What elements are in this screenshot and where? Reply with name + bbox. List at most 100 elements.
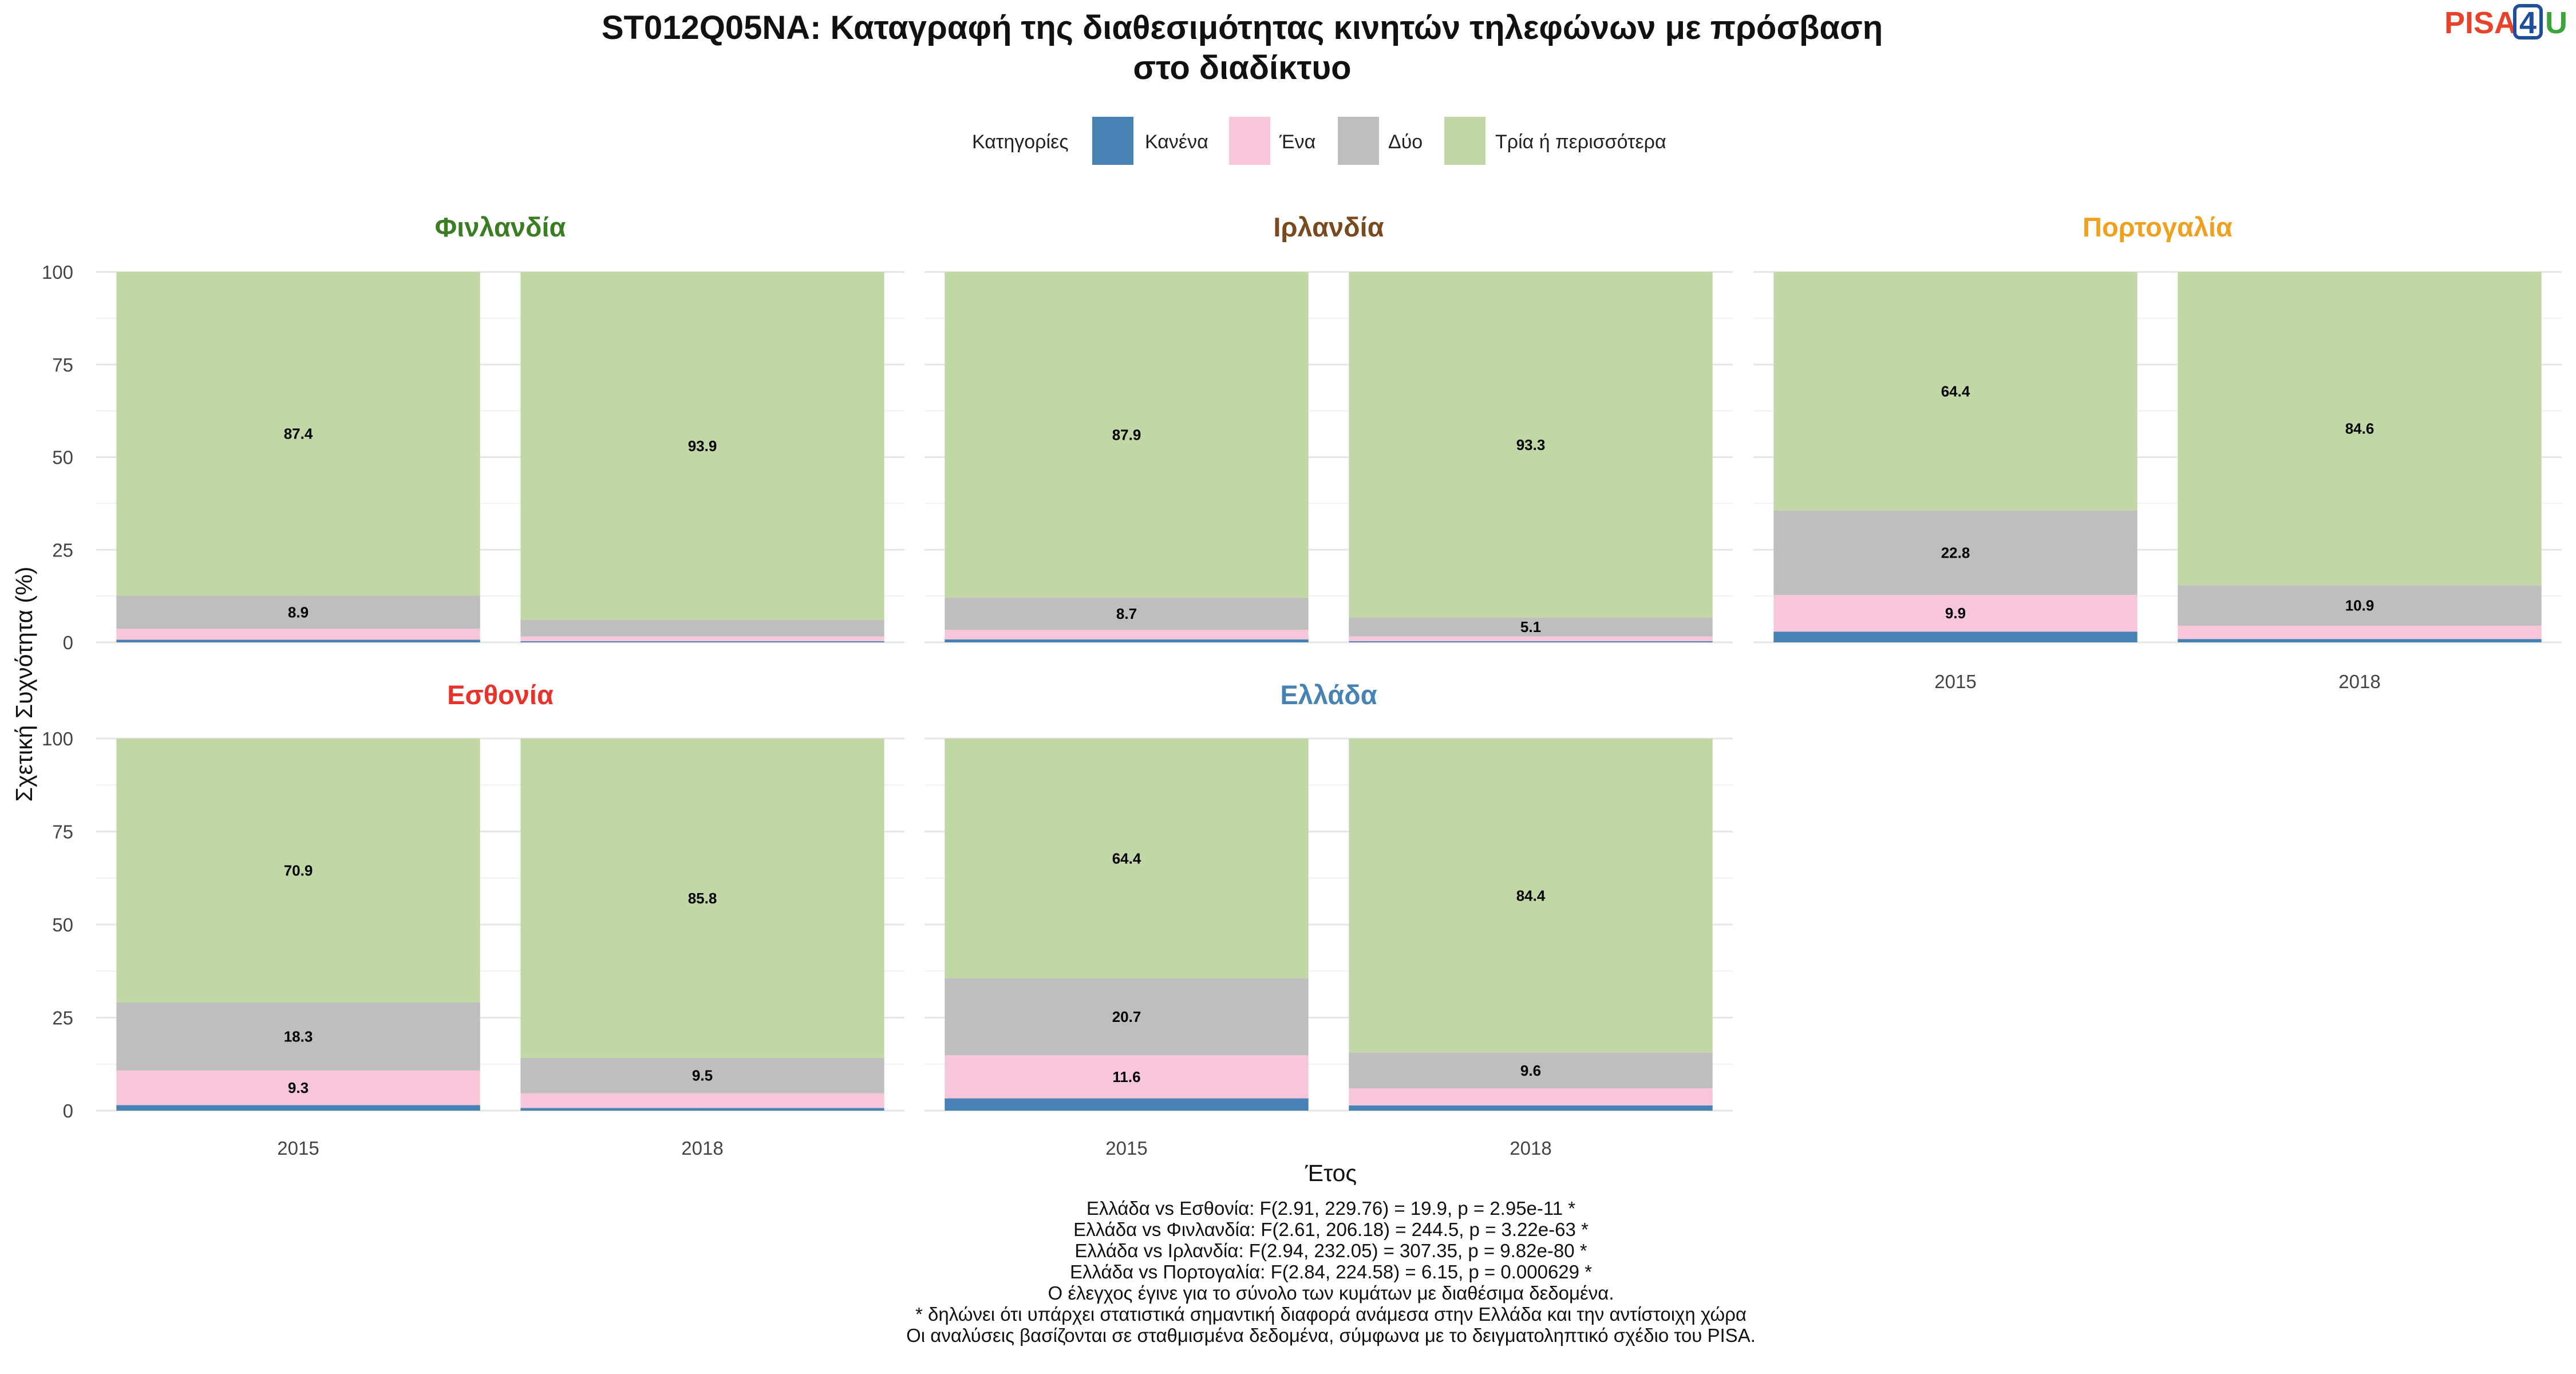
- legend-key-3: [1444, 117, 1485, 165]
- y-axis-title: Σχετική Συχνότητα (%): [11, 567, 37, 802]
- logo-digit: 4: [2519, 6, 2537, 40]
- bar-segment-2015-0: [116, 639, 480, 642]
- bar-segment-2015-0: [945, 1098, 1309, 1111]
- data-label: 20.7: [1112, 1008, 1141, 1025]
- caption-note-4: Ο έλεγχος έγινε για το σύνολο των κυμάτω…: [1048, 1282, 1614, 1304]
- bar-segment-2015-0: [945, 639, 1309, 642]
- y-tick-label: 0: [63, 1100, 73, 1122]
- facet-title: Εσθονία: [447, 680, 554, 710]
- x-axis-title: Έτος: [1305, 1160, 1357, 1186]
- bar-segment-2015-3: [1773, 272, 2138, 511]
- data-label: 18.3: [284, 1028, 313, 1045]
- bar-segment-2015-3: [116, 272, 480, 596]
- bar-segment-2018-0: [520, 641, 884, 642]
- caption-note-6: Οι αναλύσεις βασίζονται σε σταθμισμένα δ…: [906, 1325, 1756, 1346]
- bar-segment-2015-1: [945, 630, 1309, 639]
- bar-segment-2015-0: [116, 1105, 480, 1111]
- logo-digit-box: [2513, 4, 2543, 40]
- data-label: 70.9: [284, 862, 313, 879]
- pisa4u-logo: PISA 4 U: [2444, 4, 2567, 40]
- caption-note-1: Ελλάδα vs Φινλανδία: F(2.61, 206.18) = 2…: [1073, 1219, 1589, 1240]
- facet-panels: Φινλανδία 0 25 50 75 100 8.9 87.4 93.9 Ιρλανδία 8.…: [42, 212, 2562, 1159]
- x-tick-label: 2015: [277, 1138, 319, 1159]
- facet-title: Ελλάδα: [1280, 680, 1377, 710]
- bar-segment-2015-2: [116, 595, 480, 629]
- data-label: 9.3: [288, 1079, 309, 1096]
- legend-key-1: [1229, 117, 1270, 165]
- x-tick-label: 2015: [1105, 1138, 1147, 1159]
- x-tick-label: 2015: [1934, 671, 1976, 692]
- data-label: 8.9: [288, 603, 309, 621]
- y-tick-label: 100: [42, 728, 73, 749]
- facet-panel-1: Ιρλανδία 8.7 87.9 5.1 93.3: [924, 212, 1733, 643]
- bar-segment-2018-0: [2178, 639, 2542, 642]
- bar-segment-2018-1: [2178, 625, 2542, 639]
- y-tick-label: 50: [52, 914, 73, 935]
- bar-segment-2018-3: [1349, 739, 1713, 1053]
- legend-key-2: [1338, 117, 1379, 165]
- y-tick-label: 75: [52, 822, 73, 843]
- facet-panel-4: Ελλάδα 11.6 20.7 64.4 2015 9.6 84.4 2018: [924, 680, 1733, 1159]
- caption-note-3: Ελλάδα vs Πορτογαλία: F(2.84, 224.58) = …: [1070, 1261, 1592, 1282]
- data-label: 84.6: [2345, 420, 2374, 437]
- chart-title-line-1: ST012Q05NA: Καταγραφή της διαθεσιμότητας…: [602, 9, 1883, 46]
- bar-segment-2015-1: [116, 629, 480, 640]
- legend-label-3: Τρία ή περισσότερα: [1495, 131, 1666, 153]
- chart-title-line-2: στο διαδίκτυο: [1133, 49, 1351, 86]
- bar-segment-2015-2: [945, 597, 1309, 630]
- bar-segment-2015-1: [1773, 595, 2138, 632]
- bar-segment-2018-3: [520, 739, 884, 1058]
- bar-segment-2018-0: [1349, 641, 1713, 642]
- bar-segment-2015-2: [116, 1002, 480, 1071]
- logo-prefix: PISA: [2444, 6, 2516, 40]
- facet-panel-0: Φινλανδία 0 25 50 75 100 8.9 87.4 93.9: [42, 212, 904, 653]
- y-tick-label: 25: [52, 539, 73, 560]
- data-label: 9.9: [1945, 605, 1966, 622]
- bar-segment-2015-2: [945, 978, 1309, 1056]
- bar-segment-2018-3: [1349, 272, 1713, 618]
- caption-note-0: Ελλάδα vs Εσθονία: F(2.91, 229.76) = 19.…: [1086, 1198, 1575, 1219]
- x-tick-label: 2018: [681, 1138, 723, 1159]
- bar-segment-2018-0: [520, 1108, 884, 1111]
- bar-segment-2018-2: [1349, 617, 1713, 637]
- caption-notes: Ελλάδα vs Εσθονία: F(2.91, 229.76) = 19.…: [906, 1198, 1756, 1346]
- data-label: 87.9: [1112, 426, 1141, 443]
- data-label: 84.4: [1516, 887, 1546, 904]
- data-label: 8.7: [1116, 605, 1137, 622]
- caption-note-2: Ελλάδα vs Ιρλανδία: F(2.94, 232.05) = 30…: [1074, 1240, 1587, 1261]
- y-tick-label: 25: [52, 1008, 73, 1029]
- bar-segment-2015-3: [945, 272, 1309, 598]
- bar-segment-2018-3: [520, 272, 884, 620]
- caption-note-5: * δηλώνει ότι υπάρχει στατιστικά σημαντι…: [915, 1304, 1747, 1325]
- legend-label-2: Δύο: [1388, 131, 1423, 153]
- bar-segment-2018-2: [2178, 585, 2542, 626]
- data-label: 93.3: [1516, 436, 1546, 453]
- legend-label-0: Κανένα: [1145, 131, 1208, 153]
- bar-segment-2015-3: [945, 739, 1309, 978]
- bar-segment-2018-0: [1349, 1105, 1713, 1111]
- facet-panel-2: Πορτογαλία 9.9 22.8 64.4 2015 10.9 84.6 2018: [1753, 212, 2562, 692]
- data-label: 64.4: [1941, 382, 1970, 400]
- facet-panel-3: Εσθονία 0 25 50 75 100 9.3 18.3 70.9 2015 9.5 85.8 2…: [42, 680, 904, 1159]
- y-tick-label: 0: [63, 632, 73, 653]
- bar-segment-2018-1: [1349, 1088, 1713, 1105]
- y-tick-label: 100: [42, 262, 73, 283]
- bar-segment-2018-2: [520, 619, 884, 637]
- data-label: 9.6: [1520, 1062, 1541, 1079]
- y-tick-label: 50: [52, 447, 73, 468]
- y-tick-label: 75: [52, 354, 73, 376]
- data-label: 87.4: [284, 425, 313, 443]
- legend: Κατηγορίες Κανένα Ένα Δύο Τρία ή περισσότερ…: [972, 117, 1666, 165]
- facet-title: Ιρλανδία: [1273, 212, 1384, 242]
- data-label: 22.8: [1941, 544, 1970, 561]
- facet-title: Φινλανδία: [435, 212, 566, 242]
- bar-segment-2018-2: [1349, 1052, 1713, 1088]
- bar-segment-2015-3: [116, 739, 480, 1002]
- data-label: 5.1: [1520, 618, 1541, 635]
- bar-segment-2018-2: [520, 1057, 884, 1093]
- legend-label-1: Ένα: [1279, 131, 1315, 153]
- logo-suffix: U: [2545, 6, 2567, 40]
- data-label: 64.4: [1112, 850, 1141, 867]
- chart-title: ST012Q05NA: Καταγραφή της διαθεσιμότητας…: [602, 9, 1883, 86]
